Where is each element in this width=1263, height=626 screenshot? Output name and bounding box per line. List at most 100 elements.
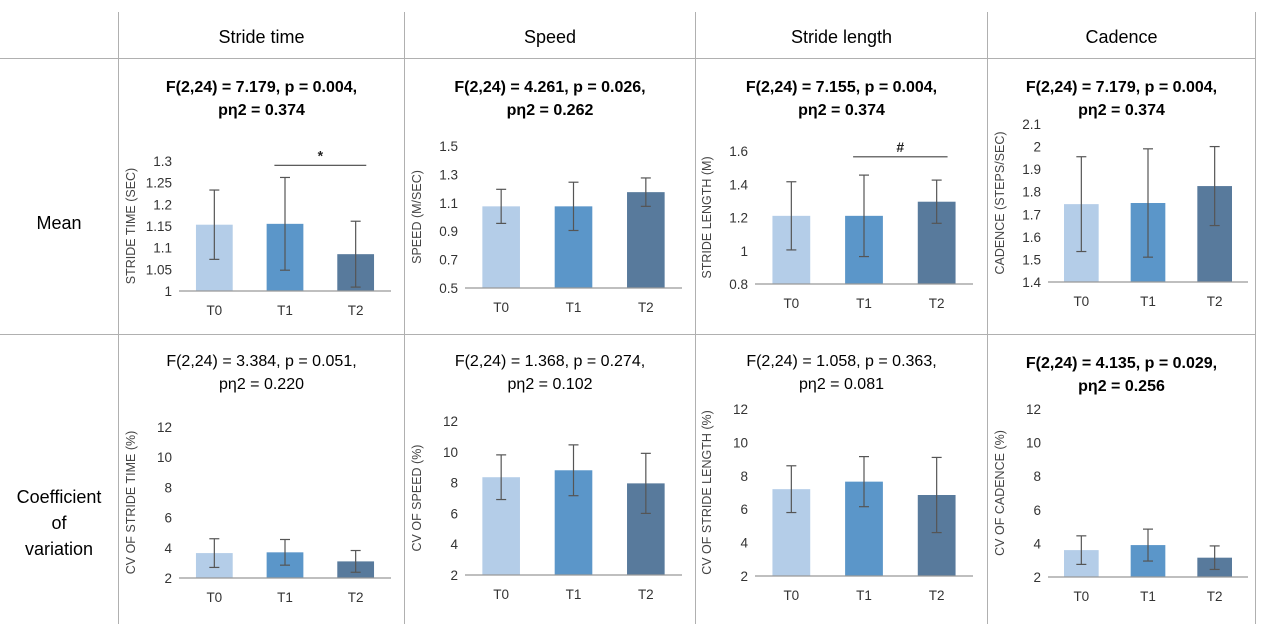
- y-tick-label: 6: [450, 506, 458, 521]
- grid-line: [118, 12, 119, 624]
- y-tick-label: 1.2: [729, 211, 748, 226]
- bar-t2: [627, 192, 665, 288]
- y-tick-label: 1.5: [439, 139, 458, 154]
- error-bar: [640, 177, 651, 207]
- y-tick-label: 6: [740, 502, 748, 517]
- y-axis-label: SPEED (M/SEC): [410, 170, 424, 264]
- x-tick-label: T2: [638, 300, 654, 315]
- x-tick-label: T1: [1140, 589, 1156, 604]
- bar-chart: 1.4 1.5 1.6 1.7 1.8 1.9 2 2.1 CADENCE (STEPS/SEC…: [993, 117, 1248, 309]
- x-tick-label: T2: [638, 587, 654, 602]
- significance-marker: *: [318, 147, 324, 163]
- error-bar: [568, 444, 579, 497]
- error-bar: [496, 188, 507, 224]
- y-tick-label: 1.6: [729, 144, 748, 159]
- y-tick-label: 4: [164, 541, 172, 556]
- error-bar: [496, 454, 507, 501]
- stats-line: pη2 = 0.374: [798, 102, 885, 119]
- y-tick-label: 2: [1033, 570, 1041, 585]
- error-bar: [640, 452, 651, 514]
- error-bar: [209, 189, 220, 260]
- y-tick-label: 8: [740, 469, 748, 484]
- stats-line: F(2,24) = 4.261, p = 0.026,: [454, 79, 646, 96]
- stats-title: F(2,24) = 3.384, p = 0.051, pη2 = 0.220: [119, 350, 404, 396]
- y-tick-label: 6: [1033, 503, 1041, 518]
- grid-line: [0, 334, 1256, 335]
- row-label-mean: Mean: [0, 210, 118, 236]
- error-bar: [280, 538, 290, 566]
- bar-chart: 2 4 6 8 10 12 CV OF CADENCE (%) T0 T1 T2: [993, 402, 1248, 604]
- y-tick-label: 1: [164, 284, 172, 299]
- y-tick-label: 12: [733, 402, 748, 417]
- x-tick-label: T1: [566, 587, 582, 602]
- y-tick-label: 1.7: [1022, 207, 1041, 222]
- y-tick-label: 1.05: [146, 262, 172, 277]
- y-tick-label: 1.9: [1022, 162, 1041, 177]
- row-label-line: Mean: [36, 213, 82, 233]
- y-tick-label: 1.3: [439, 167, 458, 182]
- row-label-line: of: [51, 513, 67, 533]
- bar-chart: 0.8 1 1.2 1.4 1.6 STRIDE LENGTH (M) T0 T1 T2 #: [700, 139, 973, 311]
- x-tick-label: T0: [783, 296, 799, 311]
- x-tick-label: T1: [856, 588, 872, 603]
- error-bar: [859, 174, 869, 258]
- y-tick-label: 12: [443, 414, 458, 429]
- error-bar: [786, 465, 797, 514]
- bar-chart: 1 1.05 1.1 1.15 1.2 1.25 1.3 STRIDE TIME (SEC) T…: [124, 147, 391, 318]
- stats-line: pη2 = 0.220: [219, 376, 304, 393]
- stats-line: pη2 = 0.256: [1078, 378, 1165, 395]
- stats-line: F(2,24) = 4.135, p = 0.029,: [1025, 355, 1218, 372]
- significance-marker: #: [896, 139, 904, 155]
- bar-chart: 2 4 6 8 10 12 CV OF STRIDE LENGTH (%) T0 T1 T2: [700, 402, 973, 603]
- error-bar: [350, 549, 361, 573]
- stats-line: F(2,24) = 7.179, p = 0.004,: [165, 79, 358, 96]
- y-axis-label: STRIDE LENGTH (M): [700, 156, 714, 278]
- stats-line: pη2 = 0.102: [507, 376, 593, 393]
- y-tick-label: 0.9: [439, 224, 458, 239]
- y-tick-label: 8: [450, 476, 458, 491]
- y-tick-label: 2: [740, 569, 748, 584]
- y-tick-label: 0.5: [439, 281, 458, 296]
- x-tick-label: T2: [1207, 294, 1223, 309]
- error-bar: [931, 456, 942, 534]
- y-tick-label: 1.2: [153, 197, 172, 212]
- y-tick-label: 10: [157, 450, 172, 465]
- y-tick-label: 8: [1033, 469, 1041, 484]
- x-tick-label: T2: [929, 296, 945, 311]
- error-bar: [280, 176, 290, 271]
- x-tick-label: T2: [348, 590, 364, 605]
- error-bar: [1076, 156, 1087, 253]
- grid-line: [1255, 12, 1256, 624]
- y-axis-label: CV OF STRIDE TIME (%): [124, 431, 138, 575]
- bar-chart: 0.5 0.7 0.9 1.1 1.3 1.5 SPEED (M/SEC) T0 T1 T2: [410, 139, 682, 315]
- y-tick-label: 1.15: [146, 219, 172, 234]
- y-tick-label: 10: [443, 445, 458, 460]
- x-tick-label: T1: [1140, 294, 1156, 309]
- stats-title: F(2,24) = 4.135, p = 0.029, pη2 = 0.256: [988, 352, 1255, 398]
- stats-line: F(2,24) = 7.179, p = 0.004,: [1025, 79, 1218, 96]
- error-bar: [1076, 535, 1087, 565]
- x-tick-label: T2: [929, 588, 945, 603]
- y-tick-label: 0.7: [439, 253, 458, 268]
- y-tick-label: 10: [733, 435, 748, 450]
- y-tick-label: 2: [450, 568, 458, 583]
- x-tick-label: T0: [1073, 589, 1089, 604]
- stats-line: F(2,24) = 1.368, p = 0.274,: [454, 353, 646, 370]
- y-tick-label: 2: [1033, 140, 1041, 155]
- stats-title: F(2,24) = 7.155, p = 0.004, pη2 = 0.374: [696, 76, 987, 122]
- y-tick-label: 1.5: [1022, 252, 1041, 267]
- error-bar: [1143, 528, 1153, 562]
- error-bar: [209, 538, 220, 569]
- row-label-cv: Coefficient of variation: [0, 484, 118, 562]
- error-bar: [1209, 145, 1220, 227]
- y-tick-label: 12: [157, 420, 172, 435]
- y-axis-label: CV OF STRIDE LENGTH (%): [700, 410, 714, 575]
- y-tick-label: 6: [164, 511, 172, 526]
- stats-title: F(2,24) = 7.179, p = 0.004, pη2 = 0.374: [119, 76, 404, 122]
- error-bar: [350, 220, 361, 288]
- y-tick-label: 2.1: [1022, 117, 1041, 132]
- x-tick-label: T0: [493, 300, 509, 315]
- y-axis-label: CV OF SPEED (%): [410, 445, 424, 552]
- error-bar: [1143, 148, 1153, 258]
